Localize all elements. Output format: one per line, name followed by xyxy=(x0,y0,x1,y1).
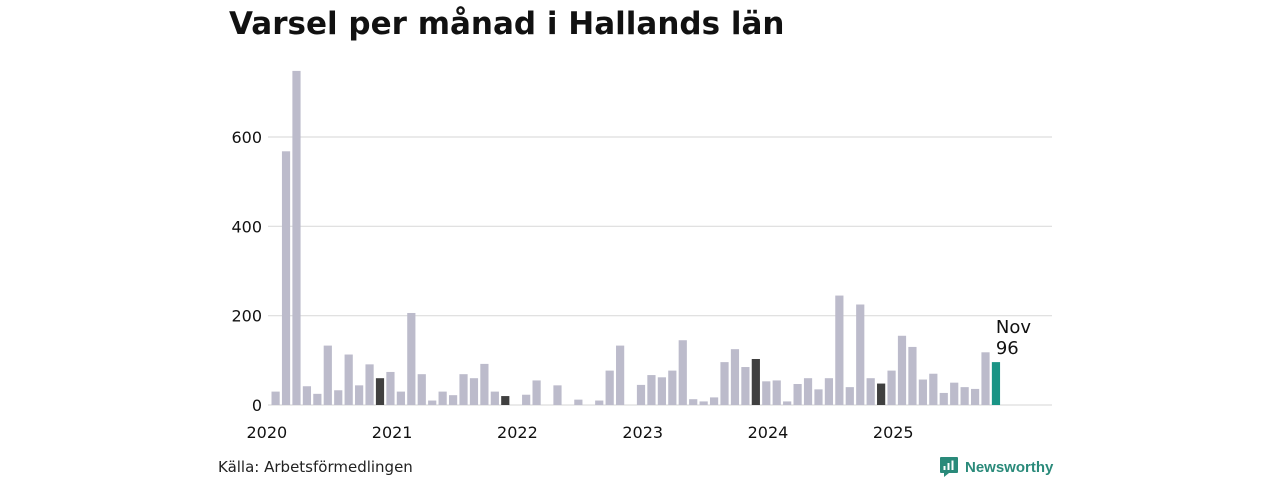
bar xyxy=(730,349,740,405)
bar xyxy=(866,378,875,405)
bar xyxy=(657,377,666,405)
bar xyxy=(668,370,677,405)
x-tick-label: 2021 xyxy=(372,423,413,442)
y-tick-label: 0 xyxy=(252,396,262,415)
bar xyxy=(939,392,948,405)
y-tick-label: 200 xyxy=(231,307,262,326)
bar xyxy=(292,70,301,405)
bar xyxy=(355,385,364,405)
bar xyxy=(647,375,656,405)
newsworthy-logo-icon xyxy=(940,457,958,477)
bar xyxy=(469,378,479,405)
bar xyxy=(803,378,813,405)
bar xyxy=(741,367,750,405)
bar xyxy=(793,384,802,405)
bar xyxy=(553,385,562,405)
y-tick-label: 400 xyxy=(231,217,262,236)
bar xyxy=(323,345,332,405)
bar xyxy=(448,395,458,405)
bar xyxy=(574,399,583,405)
gridlines xyxy=(268,136,1052,406)
bar xyxy=(950,382,959,405)
bar xyxy=(616,345,625,405)
bar xyxy=(365,364,374,405)
bar xyxy=(459,374,468,405)
bar xyxy=(824,378,834,405)
bar xyxy=(772,380,781,405)
bar xyxy=(281,151,291,405)
bar xyxy=(709,397,719,405)
bar xyxy=(835,295,844,405)
brand-logo: Newsworthy xyxy=(939,456,1053,478)
bar xyxy=(991,362,1001,405)
bar xyxy=(522,394,531,405)
x-tick-label: 2023 xyxy=(622,423,663,442)
bar xyxy=(699,401,708,405)
bars xyxy=(271,70,1001,405)
bar xyxy=(344,354,353,405)
bar xyxy=(386,371,395,405)
chart-title: Varsel per månad i Hallands län xyxy=(229,6,785,42)
bar xyxy=(887,370,896,405)
bar xyxy=(929,373,938,405)
bar xyxy=(271,391,280,405)
bar xyxy=(720,362,729,405)
bar xyxy=(302,386,312,405)
annotation-value: 96 xyxy=(996,338,1019,359)
bar xyxy=(762,381,771,405)
bar xyxy=(814,389,823,405)
bar xyxy=(845,387,854,405)
x-axis-ticks: 2020 2021 2022 2023 2024 2025 xyxy=(247,423,914,442)
bar xyxy=(751,358,760,405)
bar xyxy=(877,383,886,405)
bar xyxy=(428,400,437,405)
bar xyxy=(960,387,969,405)
bar xyxy=(417,374,426,405)
x-tick-label: 2024 xyxy=(748,423,789,442)
bar xyxy=(438,391,447,405)
bar xyxy=(856,304,865,405)
y-axis-ticks: 0 200 400 600 xyxy=(231,128,262,415)
bar xyxy=(396,391,405,405)
bar xyxy=(334,390,343,405)
source-note: Källa: Arbetsförmedlingen xyxy=(218,458,413,476)
bar xyxy=(375,378,385,405)
bar xyxy=(970,388,980,405)
x-tick-label: 2022 xyxy=(497,423,538,442)
bar xyxy=(897,335,907,405)
bar xyxy=(783,401,792,405)
bar xyxy=(407,312,416,405)
bar xyxy=(981,352,990,405)
bar xyxy=(532,380,541,405)
bar xyxy=(689,399,698,405)
bar xyxy=(636,384,646,405)
bar xyxy=(908,346,917,405)
bar-chart: 0 200 400 600 2020 2021 2022 2023 2024 2025 Nov9… xyxy=(231,70,1052,442)
bar xyxy=(918,379,927,405)
bar xyxy=(313,393,322,405)
bar xyxy=(605,370,614,405)
bar xyxy=(678,340,687,405)
bar xyxy=(490,391,499,405)
bar xyxy=(501,396,510,405)
bar xyxy=(480,363,489,405)
brand-name: Newsworthy xyxy=(965,458,1054,476)
y-tick-label: 600 xyxy=(231,128,262,147)
x-tick-label: 2020 xyxy=(247,423,288,442)
annotation-month: Nov xyxy=(996,317,1031,338)
x-tick-label: 2025 xyxy=(873,423,914,442)
bar xyxy=(595,400,604,405)
